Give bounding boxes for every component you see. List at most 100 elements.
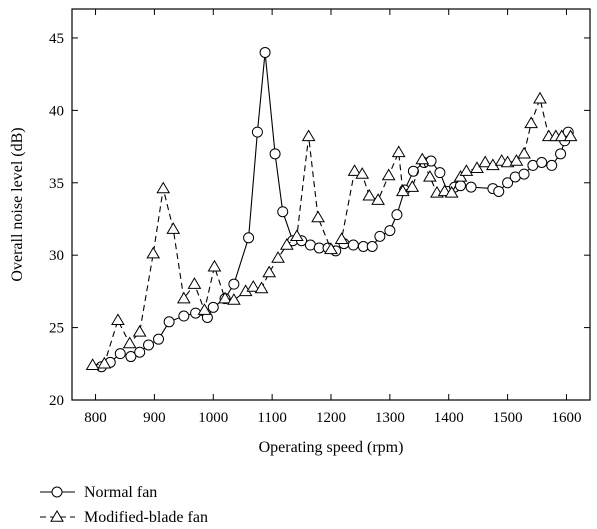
data-point [533, 91, 547, 104]
y-tick-label: 45 [49, 31, 64, 47]
data-point [453, 169, 468, 182]
data-point [227, 293, 241, 305]
data-point [134, 346, 146, 358]
legend: Normal fan Modified-blade fan [40, 484, 208, 526]
data-point [347, 164, 362, 176]
x-tick-label: 1400 [434, 410, 464, 426]
legend-triangle-marker [50, 510, 64, 522]
data-point [166, 222, 181, 234]
data-point [163, 316, 175, 328]
series-modified-blade-fan [85, 91, 578, 370]
data-point [114, 348, 126, 360]
data-point [132, 324, 147, 337]
y-tick-label: 30 [49, 248, 64, 264]
data-point [536, 157, 548, 169]
data-point [465, 181, 477, 193]
data-point [228, 278, 240, 290]
data-point [362, 188, 377, 201]
data-point [470, 161, 484, 173]
axes-layer: 800 900 1000 1100 1200 1300 1400 1500 1600 20 25 30… [49, 9, 590, 426]
legend-circle-marker [51, 486, 63, 498]
data-point [405, 180, 420, 192]
data-point [415, 152, 430, 165]
data-point [243, 232, 255, 244]
data-point [425, 155, 437, 167]
data-point [218, 291, 232, 304]
data-point [111, 313, 125, 326]
data-point [391, 145, 406, 158]
x-tick-label: 1200 [316, 410, 346, 426]
data-point [246, 280, 261, 292]
y-tick-label: 40 [49, 103, 64, 119]
data-point [444, 185, 459, 198]
data-point [277, 206, 289, 218]
data-point [279, 238, 294, 250]
data-point [366, 240, 378, 252]
data-point [146, 246, 161, 259]
data-point [251, 126, 263, 138]
data-point [493, 185, 505, 197]
x-tick-label: 1000 [198, 410, 228, 426]
data-point [143, 339, 155, 351]
data-point [478, 155, 493, 168]
y-tick-label: 20 [49, 393, 64, 409]
data-point [395, 184, 410, 197]
data-point [546, 159, 558, 171]
data-point [518, 168, 530, 180]
x-tick-label: 800 [84, 410, 107, 426]
data-point [517, 146, 531, 159]
data-point [434, 167, 446, 179]
data-point [176, 291, 191, 304]
data-point [384, 225, 396, 237]
data-point [324, 242, 338, 255]
data-point [207, 259, 222, 272]
data-point [271, 251, 285, 263]
data-point [374, 230, 386, 242]
data-point [311, 210, 325, 223]
x-tick-label: 1100 [257, 410, 286, 426]
data-point [254, 281, 269, 294]
legend-label: Modified-blade fan [84, 509, 208, 526]
data-point [153, 333, 165, 345]
data-point [563, 129, 578, 142]
data-point [502, 177, 514, 189]
x-tick-label: 1600 [551, 410, 581, 426]
data-point [178, 310, 190, 322]
data-point [459, 164, 474, 176]
data-point [85, 358, 100, 370]
x-tick-label: 1300 [375, 410, 405, 426]
data-point [97, 356, 112, 369]
data-point [391, 209, 403, 221]
data-point [259, 46, 271, 58]
data-point [301, 129, 316, 142]
data-point [269, 148, 281, 160]
data-point [334, 232, 349, 244]
x-axis-title: Operating speed (rpm) [259, 439, 404, 456]
data-point [156, 181, 171, 194]
data-point [423, 169, 437, 182]
data-point [289, 229, 304, 242]
data-point [555, 148, 567, 160]
data-point [207, 301, 219, 313]
x-tick-label: 900 [143, 410, 166, 426]
y-tick-label: 25 [49, 321, 64, 337]
series-layer [85, 46, 578, 373]
data-point [197, 303, 212, 315]
data-point [262, 265, 277, 278]
legend-label: Normal fan [84, 484, 157, 501]
data-point [347, 239, 359, 251]
x-tick-label: 1500 [493, 410, 523, 426]
data-point [122, 336, 137, 349]
data-point [371, 193, 385, 205]
y-tick-label: 35 [49, 176, 64, 192]
data-point [187, 277, 202, 289]
data-point [125, 351, 137, 363]
series-line [92, 96, 571, 366]
data-point [381, 168, 396, 181]
data-point [509, 154, 524, 166]
y-axis-title: Overall noise level (dB) [9, 127, 26, 281]
data-point [355, 167, 370, 179]
data-point [554, 129, 569, 142]
data-point [524, 116, 539, 129]
